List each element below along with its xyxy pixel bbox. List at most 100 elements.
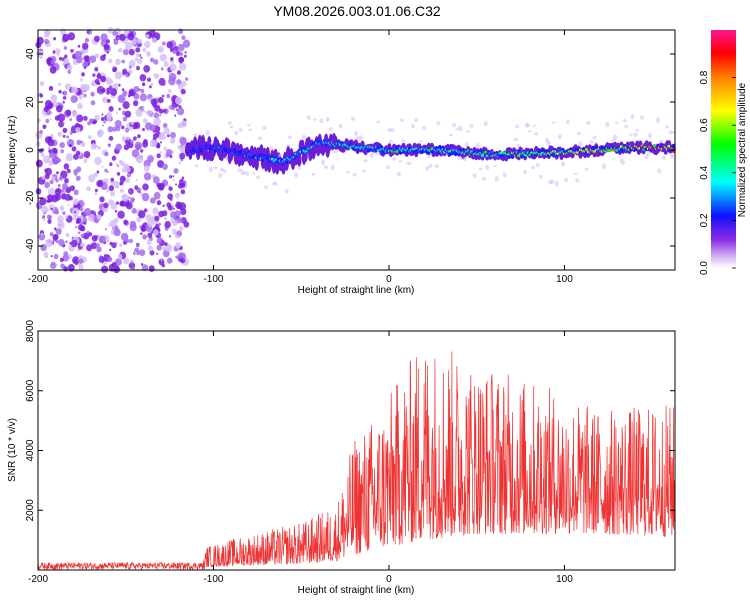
band-halo	[418, 140, 423, 143]
noise-speckle	[137, 134, 141, 139]
noise-speckle	[57, 189, 60, 193]
snr-panel: -200 -100 0 100 2000 4000 6000 8000 Height of …	[7, 319, 676, 596]
noise-speckle	[120, 232, 129, 241]
band-halo	[557, 134, 562, 140]
band-halo	[238, 127, 243, 132]
noise-speckle	[57, 220, 65, 230]
noise-speckle	[48, 215, 52, 220]
noise-speckle	[169, 235, 171, 238]
noise-speckle	[134, 57, 139, 62]
noise-speckle	[141, 82, 146, 87]
noise-speckle	[43, 106, 49, 113]
noise-speckle	[153, 117, 161, 126]
noise-speckle	[71, 146, 77, 152]
noise-speckle	[62, 33, 70, 42]
noise-speckle	[45, 238, 53, 248]
noise-speckle	[95, 243, 100, 248]
noise-speckle	[147, 77, 151, 82]
noise-speckle	[83, 115, 88, 121]
noise-speckle	[154, 105, 161, 112]
noise-speckle	[82, 61, 89, 68]
noise-speckle	[115, 143, 122, 151]
noise-speckle	[65, 187, 72, 194]
band-halo	[213, 166, 218, 170]
noise-speckle	[108, 185, 115, 192]
noise-speckle	[80, 83, 87, 92]
figure-title: YM08.2026.003.01.06.C32	[273, 3, 441, 19]
noise-speckle	[93, 218, 99, 224]
noise-speckle	[145, 34, 150, 39]
noise-speckle	[183, 221, 190, 228]
band-halo	[333, 150, 338, 154]
noise-speckle	[102, 96, 108, 103]
snr-series-line	[37, 351, 676, 571]
noise-speckle	[119, 243, 123, 247]
noise-speckle	[140, 149, 144, 153]
noise-speckle	[140, 56, 143, 59]
noise-speckle	[94, 67, 99, 72]
band-halo	[657, 168, 662, 174]
noise-speckle	[131, 208, 137, 214]
noise-speckle	[124, 127, 130, 133]
noise-speckle	[107, 98, 111, 103]
noise-speckle	[147, 232, 153, 238]
band-halo	[578, 141, 583, 148]
band-halo	[535, 162, 540, 168]
noise-speckle	[103, 120, 106, 124]
noise-speckle	[64, 83, 71, 90]
band-halo	[647, 133, 652, 139]
noise-speckle	[148, 245, 153, 252]
noise-speckle	[101, 113, 104, 116]
noise-speckle	[137, 58, 143, 65]
noise-speckle	[134, 121, 141, 129]
noise-speckle	[82, 42, 89, 50]
band-halo	[264, 185, 269, 190]
noise-speckle	[153, 112, 160, 119]
band-halo	[493, 164, 498, 168]
noise-speckle	[159, 114, 162, 117]
band-halo	[352, 173, 357, 177]
noise-speckle	[122, 68, 128, 75]
band-halo	[622, 118, 627, 123]
band-halo	[659, 139, 663, 144]
noise-speckle	[112, 31, 117, 36]
noise-speckle	[113, 265, 120, 274]
noise-speckle	[156, 153, 161, 159]
noise-speckle	[62, 100, 65, 104]
x-tick-label: -100	[203, 574, 223, 585]
noise-speckle	[74, 211, 77, 214]
noise-speckle	[63, 266, 68, 272]
noise-speckle	[62, 134, 66, 138]
noise-speckle	[113, 39, 119, 45]
noise-speckle	[128, 65, 132, 69]
noise-speckle	[168, 72, 177, 82]
band-halo	[614, 121, 619, 124]
noise-speckle	[104, 151, 109, 157]
noise-speckle	[114, 82, 119, 87]
noise-speckle	[48, 85, 54, 91]
band-halo	[538, 174, 543, 179]
noise-speckle	[162, 210, 168, 217]
band-halo	[363, 158, 368, 163]
noise-speckle	[35, 159, 43, 168]
noise-speckle	[165, 243, 173, 253]
noise-speckle	[69, 185, 75, 192]
noise-speckle	[156, 74, 160, 77]
band-halo	[466, 130, 471, 133]
noise-speckle	[180, 120, 187, 128]
noise-speckle	[128, 48, 135, 56]
noise-speckle	[83, 66, 87, 69]
noise-speckle	[163, 127, 170, 135]
noise-speckle	[123, 257, 130, 265]
noise-speckle	[175, 235, 179, 239]
y-tick-label: 2000	[25, 499, 36, 522]
band-halo	[328, 126, 333, 132]
noise-speckle	[175, 242, 182, 249]
noise-speckle	[176, 230, 183, 237]
spectrogram-y-axis-label: Frequency (Hz)	[7, 116, 18, 185]
noise-speckle	[108, 106, 114, 112]
noise-speckle	[145, 122, 153, 131]
noise-speckle	[76, 139, 82, 146]
noise-speckle	[115, 58, 121, 66]
